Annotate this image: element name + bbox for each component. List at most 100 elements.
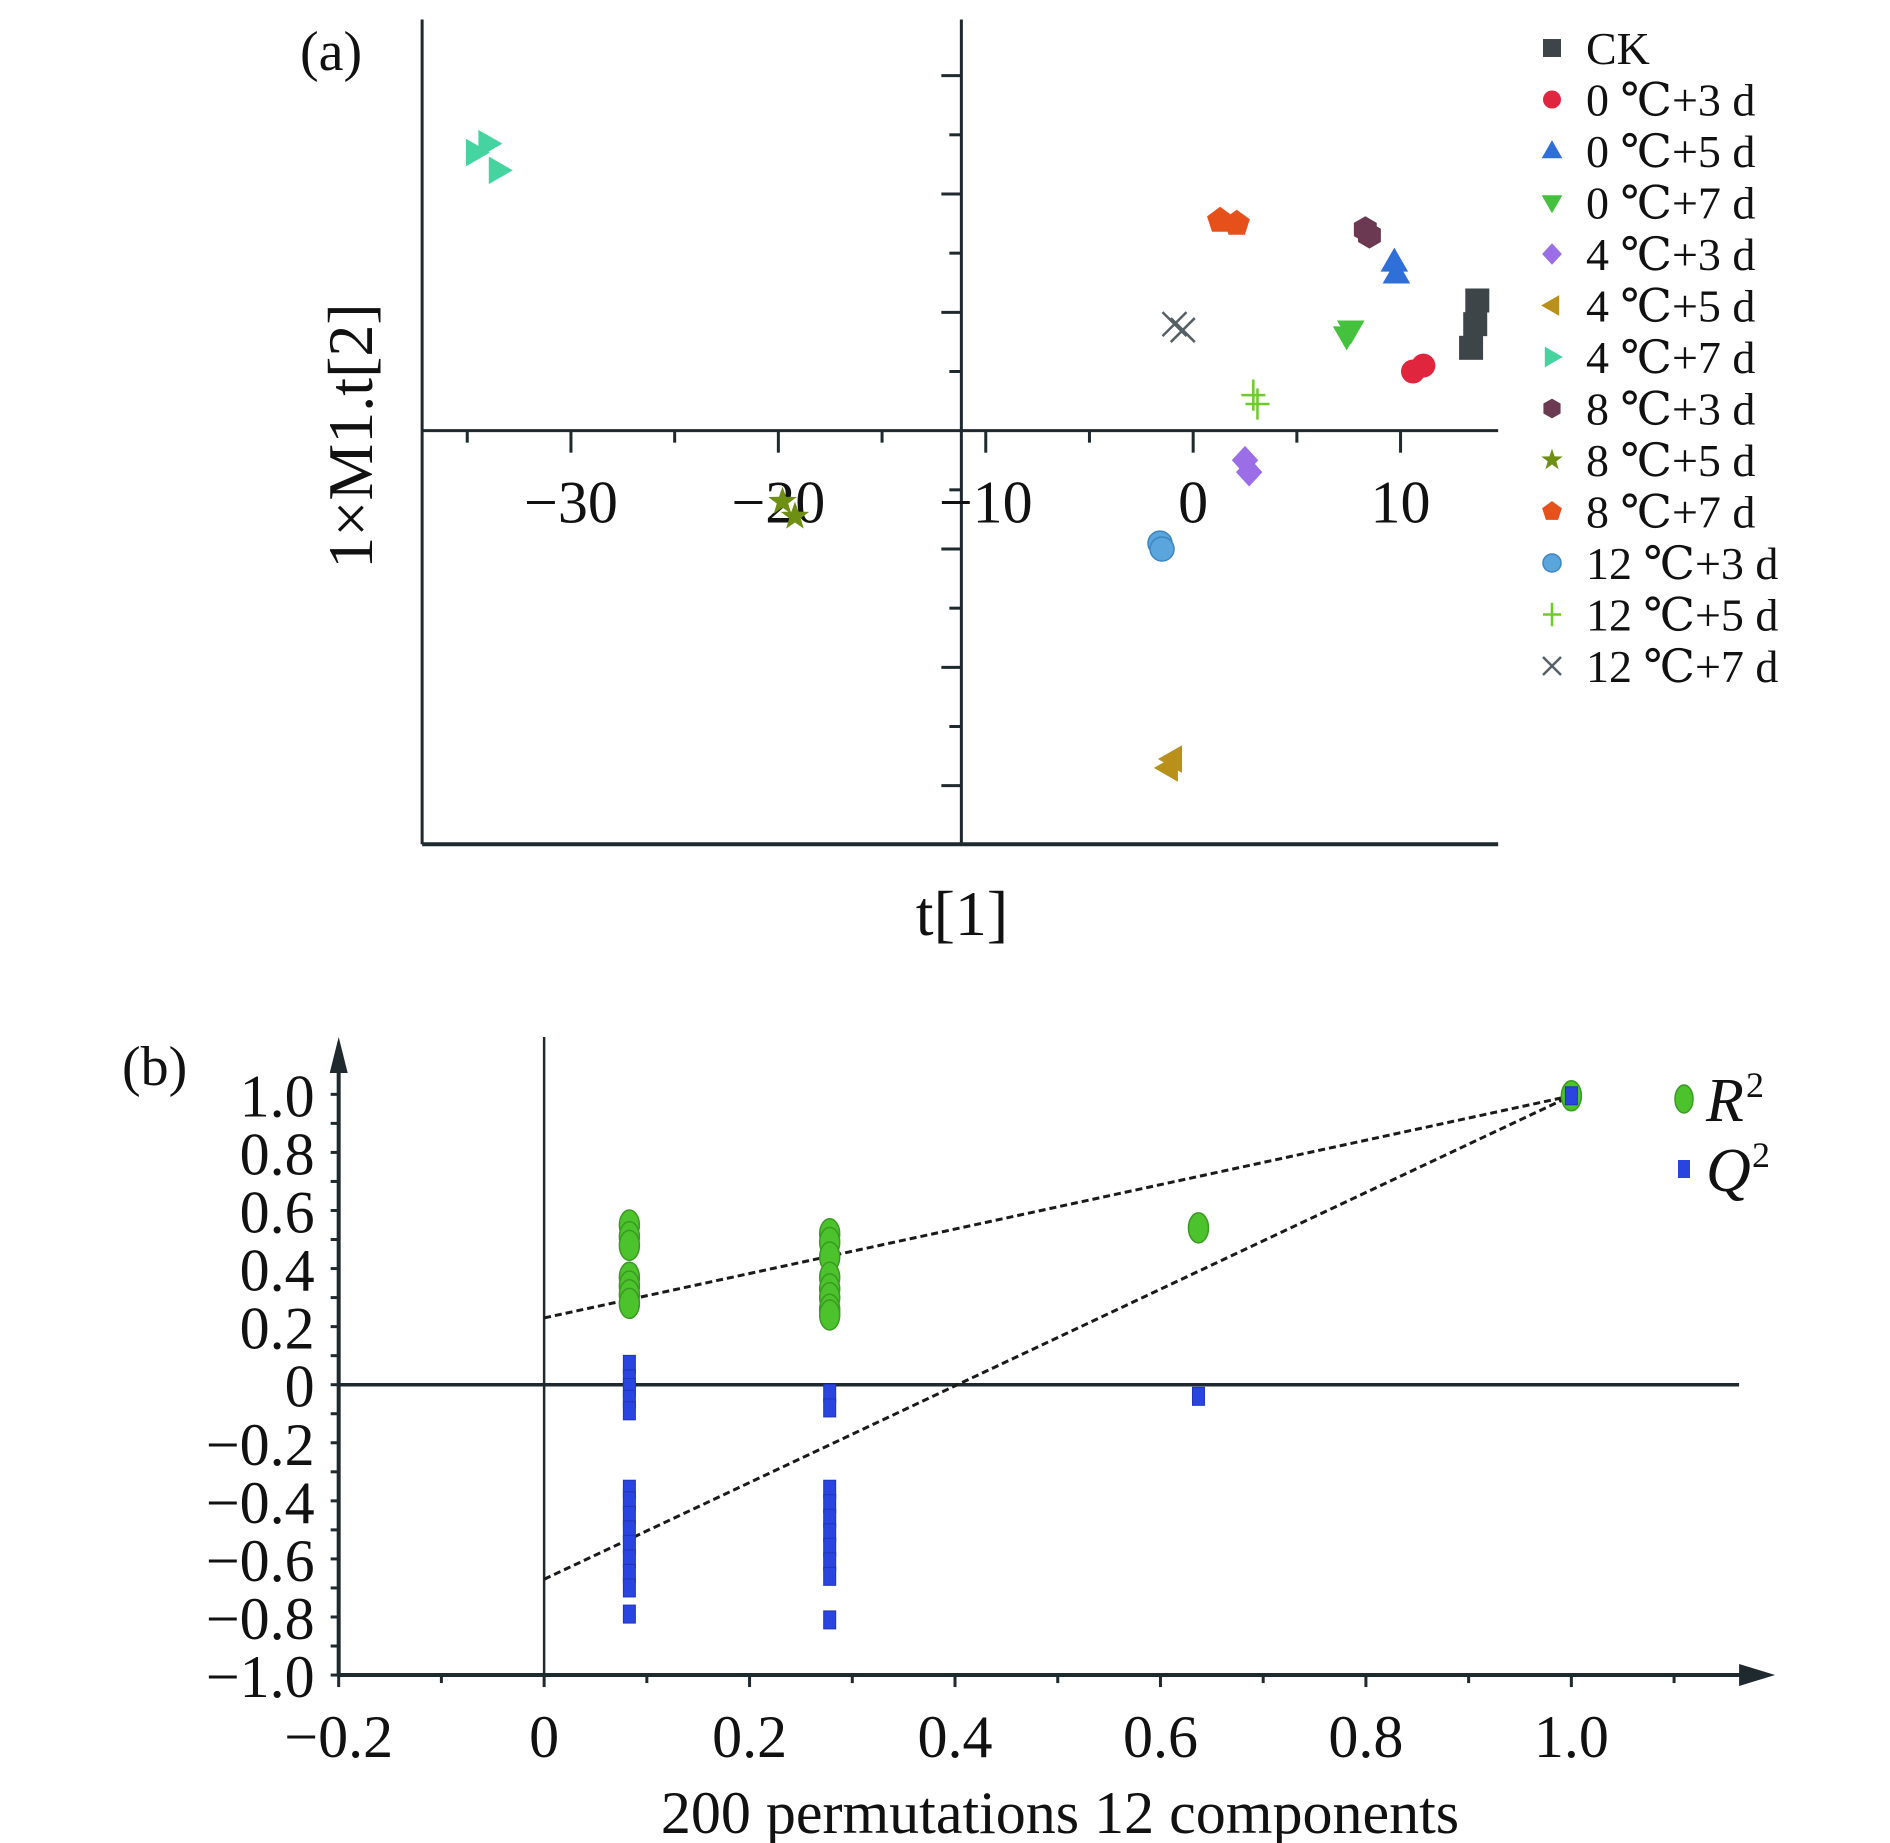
panel-a-point: [768, 486, 797, 514]
panel-a-legend-label: 4 ℃+7 d: [1586, 332, 1755, 383]
panel-a-point: [1231, 445, 1259, 475]
panel-a-series-2: [1380, 247, 1411, 284]
panel-b-y-tick-labels: 1.00.80.60.40.20−0.2−0.4−0.6−0.8−1.0: [206, 1063, 315, 1710]
panel-a-legend-item: 12 ℃+3 d: [1542, 538, 1778, 589]
panel-b-x-axis-arrow-icon: [1739, 1664, 1776, 1687]
panel-a-point: [780, 501, 810, 529]
panel-a-legend-marker: [1541, 448, 1563, 470]
panel-b-y-tick-label: 0.6: [240, 1179, 315, 1245]
panel-a-legend-marker: [1541, 195, 1563, 214]
panel-a-point: [1459, 335, 1484, 360]
panel-a-series-12: [1161, 311, 1196, 343]
panel-a-legend-item: CK: [1543, 23, 1650, 74]
panel-a-series-5: [1153, 745, 1183, 782]
panel-b-x-tick-label: −0.2: [284, 1704, 393, 1770]
panel-a-series-8: [768, 486, 810, 529]
panel-a-legend-item: 0 ℃+3 d: [1543, 75, 1755, 126]
panel-b-y-tick-label: −1.0: [206, 1644, 315, 1710]
panel-a-points: [465, 129, 1490, 782]
panel-b-x-tick-label: 0.4: [918, 1704, 993, 1770]
panel-a-legend-label: 12 ℃+3 d: [1586, 538, 1778, 589]
panel-b-y-tick-label: 0.4: [240, 1238, 315, 1304]
panel-a-point: [1411, 353, 1436, 378]
panel-a-legend-label: CK: [1586, 23, 1650, 74]
panel-a-point: [465, 138, 490, 167]
panel-b-q2-point: [622, 1578, 636, 1598]
panel-a-legend-item: 12 ℃+5 d: [1543, 590, 1778, 641]
panel-a-series-1: [1401, 353, 1436, 384]
panel-a-legend: CK0 ℃+3 d0 ℃+5 d0 ℃+7 d4 ℃+3 d4 ℃+5 d4 ℃…: [1541, 23, 1778, 692]
panel-b-q2-point: [622, 1401, 636, 1421]
panel-b-y-tick-label: −0.8: [206, 1586, 315, 1652]
panel-a-legend-label: 12 ℃+5 d: [1586, 590, 1778, 641]
panel-b-permutation-plot: (b) 1.00.80.60.40.20−0.2−0.4−0.6−0.8−1.0…: [122, 1036, 1776, 1843]
panel-b-y-tick-label: −0.2: [206, 1412, 315, 1478]
panel-a-legend-marker: [1543, 90, 1561, 109]
panel-a-legend-label: 8 ℃+5 d: [1586, 435, 1755, 486]
panel-a-point: [1245, 388, 1270, 420]
panel-b-q2-point: [1191, 1386, 1205, 1406]
panel-b-legend-superscript: 2: [1746, 1065, 1764, 1105]
panel-a-point: [1161, 311, 1188, 338]
panel-a-legend-label: 4 ℃+3 d: [1586, 229, 1755, 280]
panel-b-legend-label: R: [1705, 1067, 1744, 1135]
panel-a-legend-marker: [1542, 243, 1562, 265]
panel-a-legend-item: 4 ℃+5 d: [1541, 281, 1755, 332]
panel-a-legend-label: 12 ℃+7 d: [1586, 641, 1778, 692]
panel-a-x-tick-label: −30: [524, 470, 618, 536]
panel-a-series-4: [1231, 445, 1263, 487]
panel-a-legend-item: 0 ℃+7 d: [1541, 178, 1755, 229]
panel-a-y-axis-label: 1×M1.t[2]: [315, 303, 386, 568]
panel-a-legend-item: 8 ℃+5 d: [1541, 435, 1755, 486]
panel-b-regression-line: [543, 1094, 1572, 1320]
panel-b-regression-lines: [543, 1094, 1572, 1581]
panel-a-legend-label: 0 ℃+5 d: [1586, 126, 1755, 177]
panel-b-y-tick-label: 0.8: [240, 1121, 315, 1187]
panel-a-point-d2: [1161, 311, 1188, 338]
panel-a-legend-marker-d2: [1542, 656, 1562, 676]
panel-a-legend-marker: [1541, 295, 1560, 316]
panel-a-series-3: [1332, 320, 1365, 351]
panel-a-legend-item: 8 ℃+7 d: [1542, 487, 1755, 538]
panel-a-legend-label: 8 ℃+7 d: [1586, 487, 1755, 538]
panel-b-legend-marker: [1674, 1084, 1694, 1114]
panel-a-legend-item: 4 ℃+7 d: [1544, 332, 1755, 383]
panel-a-legend-label: 0 ℃+7 d: [1586, 178, 1755, 229]
panel-a-series-10: [1147, 530, 1175, 562]
panel-a-series-0: [1459, 288, 1490, 360]
panel-b-x-tick-label: 0.6: [1123, 1704, 1198, 1770]
panel-a-legend-label: 4 ℃+5 d: [1586, 281, 1755, 332]
panel-a-point: [1169, 317, 1196, 343]
panel-a-point: [1465, 288, 1490, 313]
panel-b-x-tick-label: 0.2: [712, 1704, 787, 1770]
panel-a-point: [1380, 247, 1409, 272]
panel-a-point: [1358, 222, 1381, 249]
panel-a-series-11: [1241, 379, 1270, 420]
panel-a-legend-marker: [1542, 553, 1562, 573]
panel-b-r2-point: [618, 1287, 641, 1320]
panel-b-legend-marker: [1678, 1160, 1690, 1178]
panel-b-legend-superscript: 2: [1752, 1135, 1770, 1175]
panel-a-series-6: [465, 129, 513, 185]
panel-b-label: (b): [122, 1036, 187, 1098]
panel-b-q2-point: [823, 1610, 837, 1630]
panel-b-y-tick-label: 0: [285, 1354, 315, 1420]
panel-a-series-7: [1353, 216, 1381, 249]
panel-b-y-tick-label: −0.4: [206, 1470, 315, 1536]
panel-b-y-tick-label: 0.2: [240, 1296, 315, 1362]
panel-a-point: [1382, 259, 1411, 284]
panel-a-x-tick-label: 10: [1371, 470, 1431, 536]
panel-a-legend-marker: [1543, 398, 1561, 419]
panel-b-y-tick-label: 1.0: [240, 1063, 315, 1129]
panel-b-q2-point: [823, 1398, 837, 1418]
panel-b-q2-point: [823, 1566, 837, 1586]
panel-b-legend-label: Q: [1706, 1137, 1751, 1205]
panel-a-series-9: [1206, 206, 1250, 235]
panel-b-r2-point: [818, 1299, 841, 1331]
panel-b-y-axis-arrow-icon: [329, 1037, 348, 1073]
panel-a-axes: [420, 19, 1499, 847]
panel-a-legend-label: 0 ℃+3 d: [1586, 75, 1755, 126]
